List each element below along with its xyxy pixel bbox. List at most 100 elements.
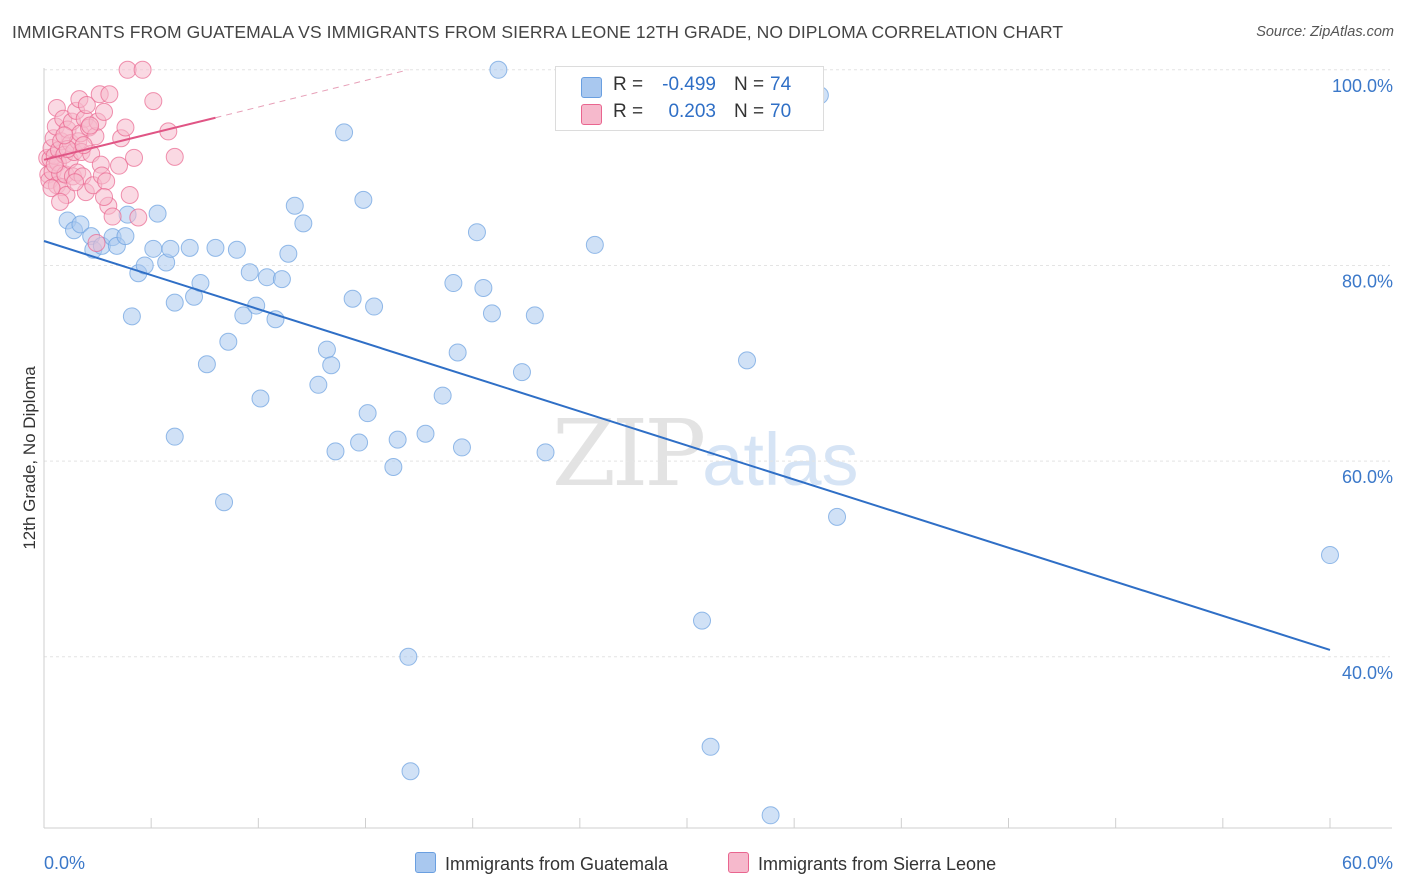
guatemala-point [467, 223, 486, 242]
guatemala-point [452, 438, 471, 457]
guatemala-point [285, 196, 304, 215]
legend-swatch-guatemala [415, 852, 436, 873]
sierra-leone-trend-line [43, 116, 216, 161]
sierra-leone-point [66, 173, 85, 192]
sierra-leone-point [118, 60, 137, 79]
sierra-leone-point [95, 187, 114, 206]
legend-label-guatemala: Immigrants from Guatemala [445, 854, 669, 874]
guatemala-point [693, 611, 712, 630]
guatemala-point [482, 304, 501, 323]
legend-row-guatemala: R = -0.499 N = 74 [556, 74, 823, 100]
guatemala-point [416, 424, 435, 443]
guatemala-point [322, 356, 341, 375]
guatemala-point [399, 647, 418, 666]
x-tick-label: 0.0% [44, 853, 85, 873]
guatemala-point [343, 289, 362, 308]
guatemala-point [828, 507, 847, 526]
sierra-leone-point [103, 207, 122, 226]
sierra-leone-point [97, 172, 116, 191]
guatemala-point [227, 240, 246, 259]
sierra-leone-point [110, 156, 129, 175]
guatemala-point [317, 340, 336, 359]
legend-swatch-guatemala [581, 77, 602, 98]
legend-swatch-sierra-leone [728, 852, 749, 873]
y-tick-label: 80.0% [1342, 271, 1393, 291]
guatemala-point [309, 375, 328, 394]
source-label: Source: ZipAtlas.com [1256, 24, 1394, 40]
guatemala-point [448, 343, 467, 362]
guatemala-point [401, 762, 420, 781]
guatemala-point [738, 351, 757, 370]
guatemala-point [240, 263, 259, 282]
guatemala-point [358, 404, 377, 423]
chart-title: IMMIGRANTS FROM GUATEMALA VS IMMIGRANTS … [12, 22, 1064, 42]
guatemala-point [219, 332, 238, 351]
guatemala-point [71, 215, 90, 234]
guatemala-point [161, 239, 180, 258]
sierra-leone-point [42, 179, 61, 198]
guatemala-point [234, 306, 253, 325]
guatemala-point [474, 278, 493, 297]
guatemala-point [148, 204, 167, 223]
sierra-leone-point [55, 126, 74, 145]
guatemala-point [251, 389, 270, 408]
guatemala-point [433, 386, 452, 405]
legend-n-value: 74 [770, 74, 792, 95]
bottom-legend-sierra-leone: Immigrants from Sierra Leone [728, 852, 996, 875]
legend-swatch-sierra-leone [581, 104, 602, 125]
sierra-leone-point [144, 92, 163, 111]
legend-n-label: N = [734, 101, 765, 122]
guatemala-point [365, 297, 384, 316]
bottom-legend-guatemala: Immigrants from Guatemala [415, 852, 668, 875]
sierra-leone-point [120, 186, 139, 205]
guatemala-point [761, 806, 780, 825]
correlation-legend: R = -0.499 N = 74 R = 0.203 N = 70 [555, 66, 824, 131]
guatemala-point [536, 443, 555, 462]
guatemala-point [489, 60, 508, 79]
guatemala-point [116, 227, 135, 246]
sierra-leone-point [129, 208, 148, 227]
sierra-leone-point [87, 233, 106, 252]
guatemala-point [180, 238, 199, 257]
guatemala-point [701, 737, 720, 756]
sierra-leone-point [133, 60, 152, 79]
guatemala-point [144, 239, 163, 258]
guatemala-point [354, 190, 373, 209]
sierra-leone-point [125, 148, 144, 167]
guatemala-point [335, 123, 354, 142]
guatemala-point [206, 238, 225, 257]
legend-n-label: N = [734, 74, 765, 95]
guatemala-point [165, 427, 184, 446]
guatemala-point [326, 442, 345, 461]
watermark: ZIPatlas [552, 400, 858, 507]
sierra-leone-point [165, 147, 184, 166]
watermark-zip: ZIP [552, 400, 706, 507]
legend-row-sierra-leone: R = 0.203 N = 70 [556, 101, 823, 127]
sierra-leone-point [95, 102, 114, 121]
legend-r-label: R = [613, 74, 644, 95]
sierra-leone-point [116, 118, 135, 137]
guatemala-point [585, 235, 604, 254]
guatemala-point [388, 430, 407, 449]
guatemala-point [272, 270, 291, 289]
sierra-leone-point [51, 192, 70, 211]
guatemala-point [215, 493, 234, 512]
legend-label-sierra-leone: Immigrants from Sierra Leone [758, 854, 997, 874]
legend-n-value: 70 [770, 101, 792, 122]
x-tick-label: 60.0% [1342, 853, 1393, 873]
y-tick-label: 60.0% [1342, 467, 1393, 487]
legend-r-value: -0.499 [662, 74, 716, 95]
guatemala-point [279, 244, 298, 263]
legend-r-label: R = [613, 101, 644, 122]
y-tick-label: 100.0% [1332, 76, 1393, 96]
guatemala-trend-line [43, 240, 1331, 651]
guatemala-point [197, 355, 216, 374]
guatemala-point [384, 457, 403, 476]
guatemala-point [512, 363, 531, 382]
guatemala-point [350, 433, 369, 452]
guatemala-point [257, 268, 276, 287]
guatemala-point [122, 307, 141, 326]
guatemala-point [165, 293, 184, 312]
guatemala-point [525, 306, 544, 325]
